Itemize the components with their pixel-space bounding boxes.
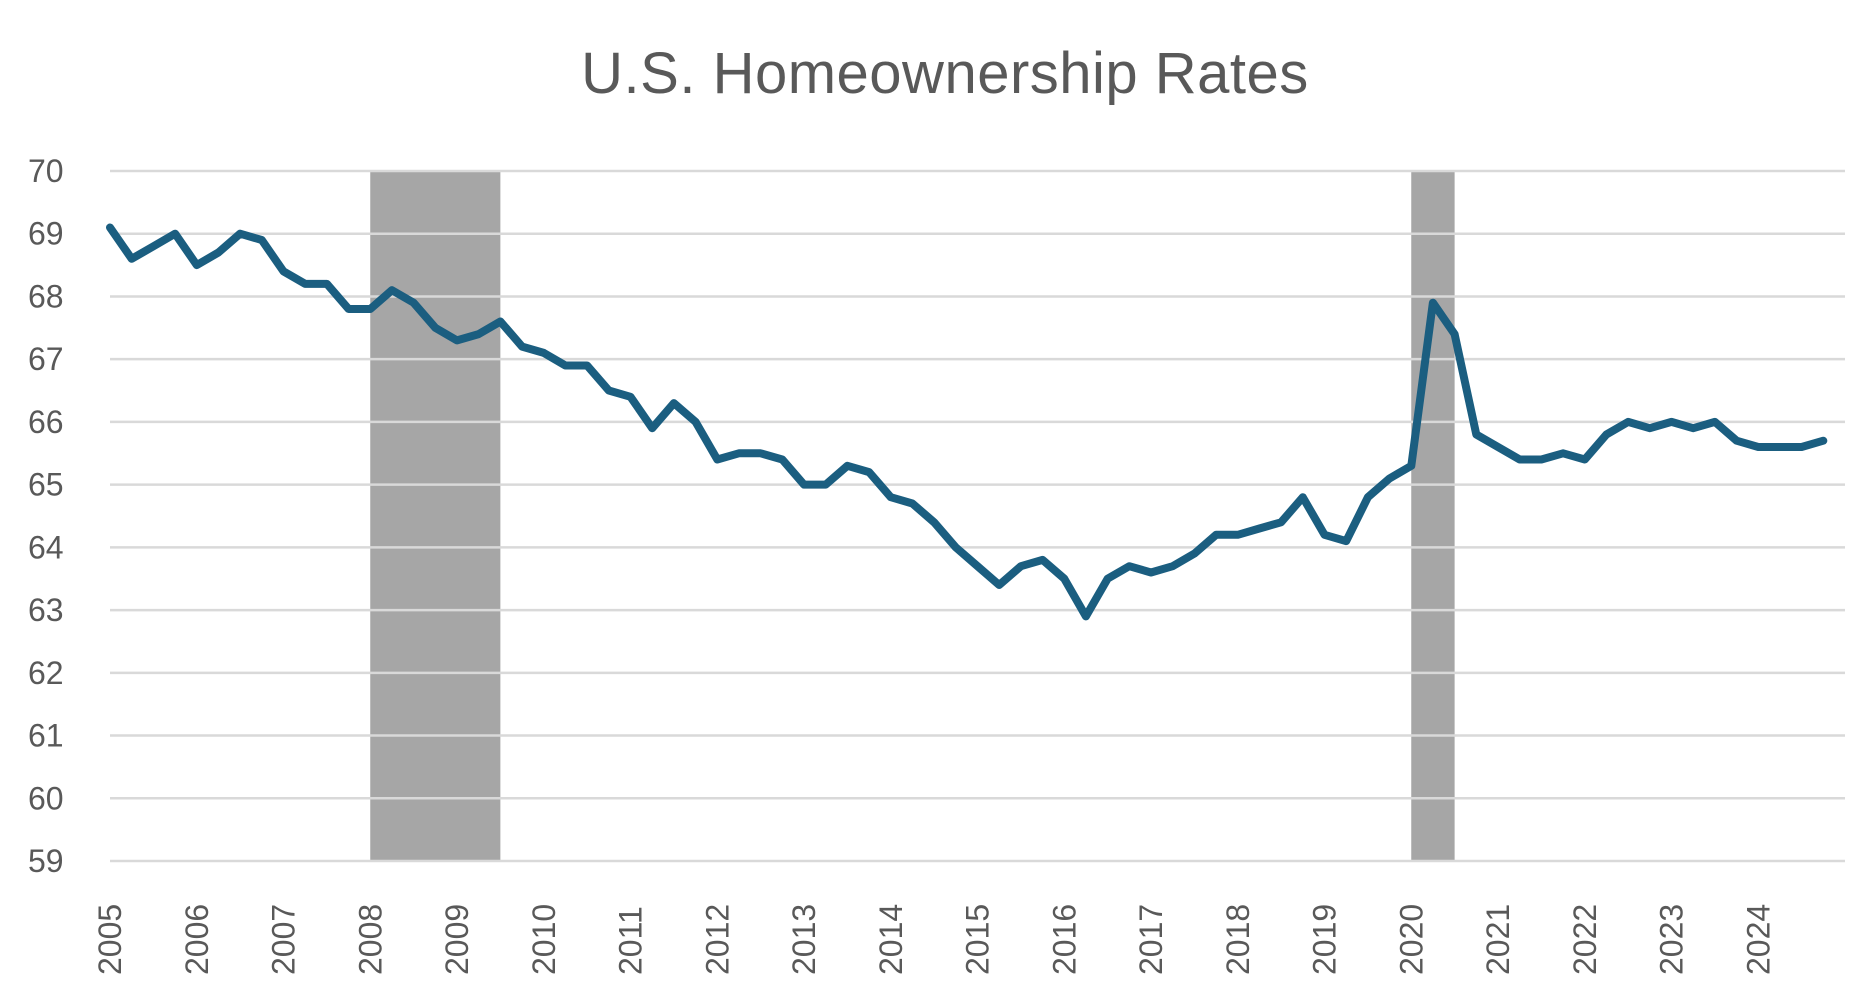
x-tick-label-2024: 2024 — [1740, 904, 1776, 975]
y-tick-label-67: 67 — [28, 341, 64, 377]
x-tick-label-2010: 2010 — [526, 904, 562, 975]
x-tick-label-2018: 2018 — [1220, 904, 1256, 975]
x-tick-label-2023: 2023 — [1654, 904, 1690, 975]
y-tick-label-65: 65 — [28, 467, 64, 503]
y-tick-label-70: 70 — [28, 153, 64, 189]
x-tick-label-2020: 2020 — [1393, 904, 1429, 975]
recession-shading — [370, 171, 1455, 861]
y-axis-ticks: 59 60 61 62 63 64 65 66 67 68 69 70 — [28, 153, 64, 879]
y-tick-label-62: 62 — [28, 655, 64, 691]
x-tick-label-2016: 2016 — [1046, 904, 1082, 975]
series-line-0 — [106, 223, 1828, 621]
x-tick-label-2022: 2022 — [1567, 904, 1603, 975]
x-tick-label-2006: 2006 — [179, 904, 215, 975]
series-layer — [106, 223, 1828, 621]
x-tick-label-2021: 2021 — [1480, 904, 1516, 975]
chart-title: U.S. Homeownership Rates — [581, 41, 1309, 106]
y-tick-label-63: 63 — [28, 592, 64, 628]
y-tick-label-61: 61 — [28, 718, 64, 754]
shaded-period-0 — [370, 171, 501, 861]
y-tick-label-64: 64 — [28, 529, 64, 565]
x-tick-label-2017: 2017 — [1133, 904, 1169, 975]
y-tick-label-59: 59 — [28, 843, 64, 879]
x-tick-label-2011: 2011 — [613, 906, 649, 975]
x-axis-ticks: 2005 2006 2007 2008 2009 2010 2011 2012 2013 2014… — [92, 904, 1776, 975]
x-tick-label-2005: 2005 — [92, 904, 128, 975]
y-tick-label-69: 69 — [28, 216, 64, 252]
x-tick-label-2015: 2015 — [960, 904, 996, 975]
x-tick-label-2012: 2012 — [699, 904, 735, 975]
y-tick-label-60: 60 — [28, 780, 64, 816]
y-tick-label-66: 66 — [28, 404, 64, 440]
x-tick-label-2007: 2007 — [266, 904, 302, 975]
x-tick-label-2009: 2009 — [439, 904, 475, 975]
gridlines — [110, 169, 1845, 863]
x-tick-label-2019: 2019 — [1307, 904, 1343, 975]
x-tick-label-2008: 2008 — [352, 904, 388, 975]
y-tick-label-68: 68 — [28, 278, 64, 314]
x-tick-label-2014: 2014 — [873, 904, 909, 975]
x-tick-label-2013: 2013 — [786, 904, 822, 975]
shaded-period-1 — [1411, 171, 1455, 861]
